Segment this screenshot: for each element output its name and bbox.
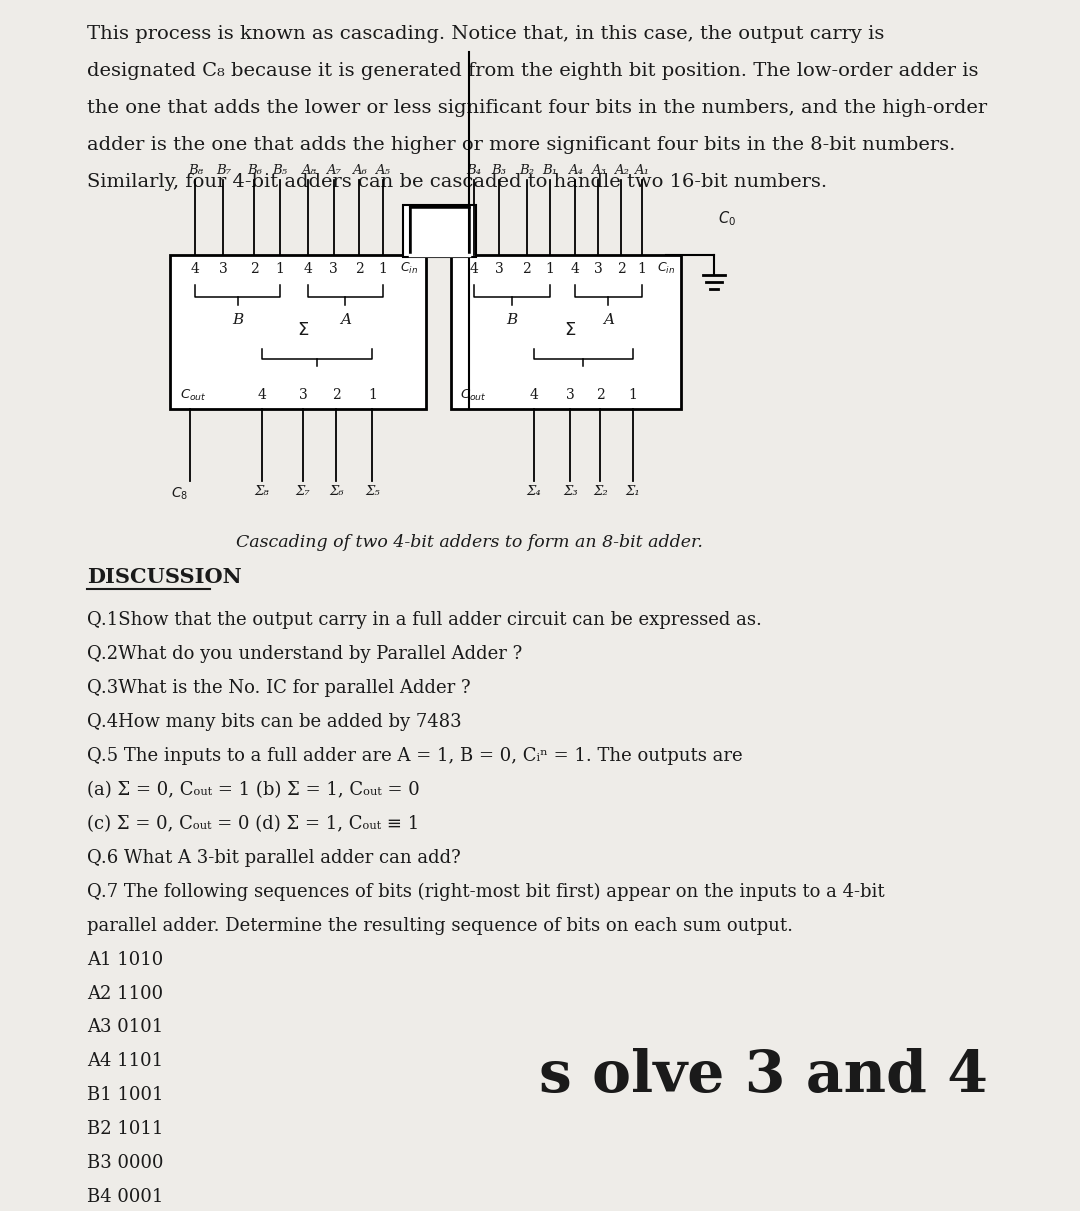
Text: A4 1101: A4 1101	[87, 1052, 163, 1071]
Text: A₁: A₁	[634, 163, 649, 177]
Text: $C_{out}$: $C_{out}$	[460, 388, 486, 403]
Text: Q.3What is the No. IC for parallel Adder ?: Q.3What is the No. IC for parallel Adder…	[87, 679, 471, 698]
Text: $C_{out}$: $C_{out}$	[180, 388, 206, 403]
Text: Q.6 What A 3-bit parallel adder can add?: Q.6 What A 3-bit parallel adder can add?	[87, 849, 461, 867]
Text: Σ₅: Σ₅	[365, 486, 380, 498]
Text: 2: 2	[523, 262, 531, 276]
Text: Q.7 The following sequences of bits (right-most bit first) appear on the inputs : Q.7 The following sequences of bits (rig…	[87, 883, 885, 901]
Text: A2 1100: A2 1100	[87, 985, 163, 1003]
Text: Q.2What do you understand by Parallel Adder ?: Q.2What do you understand by Parallel Ad…	[87, 645, 523, 664]
Text: 3: 3	[495, 262, 503, 276]
Text: Σ₃: Σ₃	[563, 486, 578, 498]
Text: 1: 1	[545, 262, 554, 276]
Text: B: B	[232, 312, 243, 327]
Text: Σ₁: Σ₁	[625, 486, 640, 498]
Text: 2: 2	[617, 262, 625, 276]
Text: A: A	[603, 312, 613, 327]
Text: parallel adder. Determine the resulting sequence of bits on each sum output.: parallel adder. Determine the resulting …	[87, 917, 793, 935]
Text: B: B	[507, 312, 517, 327]
Text: 1: 1	[368, 389, 377, 402]
Text: (c) Σ = 0, Cₒᵤₜ = 0 (d) Σ = 1, Cₒᵤₜ ≡ 1: (c) Σ = 0, Cₒᵤₜ = 0 (d) Σ = 1, Cₒᵤₜ ≡ 1	[87, 815, 419, 833]
Text: 2: 2	[355, 262, 364, 276]
Text: Similarly, four 4-bit adders can be cascaded to handle two 16-bit numbers.: Similarly, four 4-bit adders can be casc…	[87, 173, 827, 191]
Text: A₂: A₂	[613, 163, 629, 177]
Text: 4: 4	[257, 389, 267, 402]
Text: 1: 1	[378, 262, 387, 276]
Text: 4: 4	[469, 262, 478, 276]
Text: $C_{in}$: $C_{in}$	[401, 262, 419, 276]
Text: adder is the one that adds the higher or more significant four bits in the 8-bit: adder is the one that adds the higher or…	[87, 136, 956, 154]
Text: $C_0$: $C_0$	[717, 210, 735, 228]
Text: 3: 3	[219, 262, 228, 276]
Text: B3 0000: B3 0000	[87, 1154, 163, 1172]
Text: A₆: A₆	[352, 163, 367, 177]
Text: Σ₇: Σ₇	[296, 486, 310, 498]
Text: This process is known as cascading. Notice that, in this case, the output carry : This process is known as cascading. Noti…	[87, 25, 885, 42]
Text: 2: 2	[596, 389, 605, 402]
Text: 1: 1	[275, 262, 284, 276]
Text: Q.5 The inputs to a full adder are A = 1, B = 0, Cᵢⁿ = 1. The outputs are: Q.5 The inputs to a full adder are A = 1…	[87, 747, 743, 765]
Text: A₄: A₄	[567, 163, 582, 177]
Text: B₈: B₈	[188, 163, 203, 177]
Text: A3 0101: A3 0101	[87, 1018, 163, 1037]
Text: 4: 4	[191, 262, 200, 276]
Text: B₅: B₅	[272, 163, 287, 177]
Bar	[170, 254, 427, 409]
Text: s olve 3 and 4: s olve 3 and 4	[539, 1049, 988, 1104]
Text: A₅: A₅	[375, 163, 390, 177]
Text: 2: 2	[249, 262, 258, 276]
Text: A₈: A₈	[300, 163, 315, 177]
Text: DISCUSSION: DISCUSSION	[87, 567, 242, 587]
Text: B2 1011: B2 1011	[87, 1120, 163, 1138]
Bar	[403, 205, 476, 257]
Text: B1 1001: B1 1001	[87, 1086, 163, 1104]
Text: B₃: B₃	[491, 163, 507, 177]
Text: $C_{in}$: $C_{in}$	[657, 262, 675, 276]
Text: B₁: B₁	[542, 163, 557, 177]
Text: Cascading of two 4-bit adders to form an 8-bit adder.: Cascading of two 4-bit adders to form an…	[237, 534, 703, 551]
Text: Σ₄: Σ₄	[526, 486, 541, 498]
Text: B4 0001: B4 0001	[87, 1188, 163, 1206]
Text: Q.4How many bits can be added by 7483: Q.4How many bits can be added by 7483	[87, 713, 461, 731]
Text: Σ₈: Σ₈	[255, 486, 269, 498]
Text: $\Sigma$: $\Sigma$	[297, 321, 309, 339]
Text: 4: 4	[529, 389, 538, 402]
Text: Q.1Show that the output carry in a full adder circuit can be expressed as.: Q.1Show that the output carry in a full …	[87, 612, 761, 629]
Text: Σ₆: Σ₆	[329, 486, 343, 498]
Text: 1: 1	[637, 262, 646, 276]
Text: $\Sigma$: $\Sigma$	[564, 321, 577, 339]
Text: designated C₈ because it is generated from the eighth bit position. The low-orde: designated C₈ because it is generated fr…	[87, 62, 978, 80]
Text: B₂: B₂	[519, 163, 535, 177]
Bar	[450, 254, 681, 409]
Text: B₇: B₇	[216, 163, 231, 177]
Text: 3: 3	[594, 262, 603, 276]
Text: A₇: A₇	[326, 163, 341, 177]
Text: 4: 4	[570, 262, 580, 276]
Text: Σ₂: Σ₂	[593, 486, 608, 498]
Text: 3: 3	[299, 389, 308, 402]
Text: 3: 3	[329, 262, 338, 276]
Text: B₆: B₆	[246, 163, 261, 177]
Text: 3: 3	[566, 389, 575, 402]
Text: the one that adds the lower or less significant four bits in the numbers, and th: the one that adds the lower or less sign…	[87, 99, 987, 116]
Text: A1 1010: A1 1010	[87, 951, 163, 969]
Text: A₃: A₃	[591, 163, 606, 177]
Text: 4: 4	[303, 262, 312, 276]
Text: (a) Σ = 0, Cₒᵤₜ = 1 (b) Σ = 1, Cₒᵤₜ = 0: (a) Σ = 0, Cₒᵤₜ = 1 (b) Σ = 1, Cₒᵤₜ = 0	[87, 781, 420, 799]
Text: 1: 1	[629, 389, 637, 402]
Text: B₄: B₄	[467, 163, 482, 177]
Text: $C_8$: $C_8$	[171, 486, 188, 501]
Text: 2: 2	[332, 389, 341, 402]
Text: A: A	[340, 312, 351, 327]
